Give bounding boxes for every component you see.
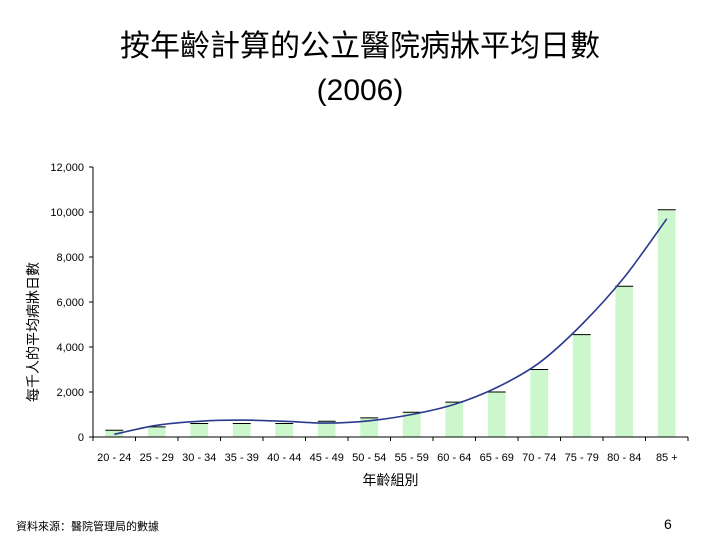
source-note: 資料來源：醫院管理局的數據 [16,520,159,533]
x-tick-label-12: 80 - 84 [607,452,641,464]
axes-group [89,166,689,441]
bars-group [105,209,676,438]
bar-10 [530,369,549,437]
x-tick-label-6: 50 - 54 [352,452,386,464]
y-tick-label-5: 10,000 [50,207,84,219]
y-tick-label-1: 2,000 [56,387,84,399]
x-tick-label-1: 25 - 29 [140,452,174,464]
bar-11 [572,334,591,437]
x-tick-labels: 20 - 24 25 - 29 30 - 34 35 - 39 40 - 44 45 - … [97,452,677,464]
x-tick-label-4: 40 - 44 [267,452,301,464]
bar-2 [190,423,209,437]
y-tick-labels: 0 2,000 4,000 6,000 8,000 10,000 12,000 [50,162,84,444]
bar-8 [445,402,464,437]
x-tick-label-5: 45 - 49 [310,452,344,464]
slide-title: 按年齡計算的公立醫院病牀平均日數 [120,29,600,64]
bar-4 [275,423,294,437]
y-tick-label-3: 6,000 [56,297,84,309]
page-number: 6 [664,516,672,532]
x-tick-label-2: 30 - 34 [182,452,216,464]
x-axis-title: 年齡組別 [363,473,419,489]
x-tick-label-8: 60 - 64 [437,452,471,464]
bar-9 [487,392,506,437]
y-tick-label-0: 0 [78,432,84,444]
x-tick-label-11: 75 - 79 [565,452,599,464]
x-tick-label-10: 70 - 74 [522,452,556,464]
x-tick-label-3: 35 - 39 [225,452,259,464]
bar-5 [317,421,336,438]
bar-3 [232,423,251,437]
y-tick-label-6: 12,000 [50,162,84,174]
bar-7 [402,412,421,438]
trend-line [114,218,668,436]
bar-6 [360,417,379,437]
bar-12 [615,286,634,438]
bar-13 [657,209,676,438]
x-tick-label-13: 85 + [656,452,678,464]
y-tick-label-2: 4,000 [56,342,84,354]
y-axis-title: 每千人的平均病牀日數 [26,262,42,402]
x-tick-label-7: 55 - 59 [395,452,429,464]
x-tick-label-9: 65 - 69 [480,452,514,464]
slide-subtitle-year: (2006) [316,74,404,107]
y-tick-label-4: 8,000 [56,252,84,264]
x-tick-label-0: 20 - 24 [97,452,131,464]
bar-1 [147,426,166,437]
